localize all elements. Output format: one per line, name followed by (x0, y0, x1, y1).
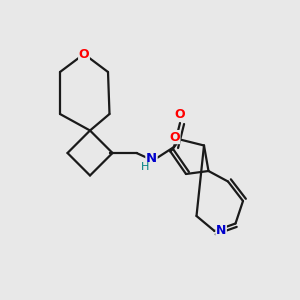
Text: N: N (216, 224, 226, 238)
Text: O: O (79, 47, 89, 61)
Text: N: N (146, 152, 157, 166)
Text: O: O (169, 130, 180, 144)
Text: O: O (175, 108, 185, 121)
Text: H: H (140, 162, 149, 172)
